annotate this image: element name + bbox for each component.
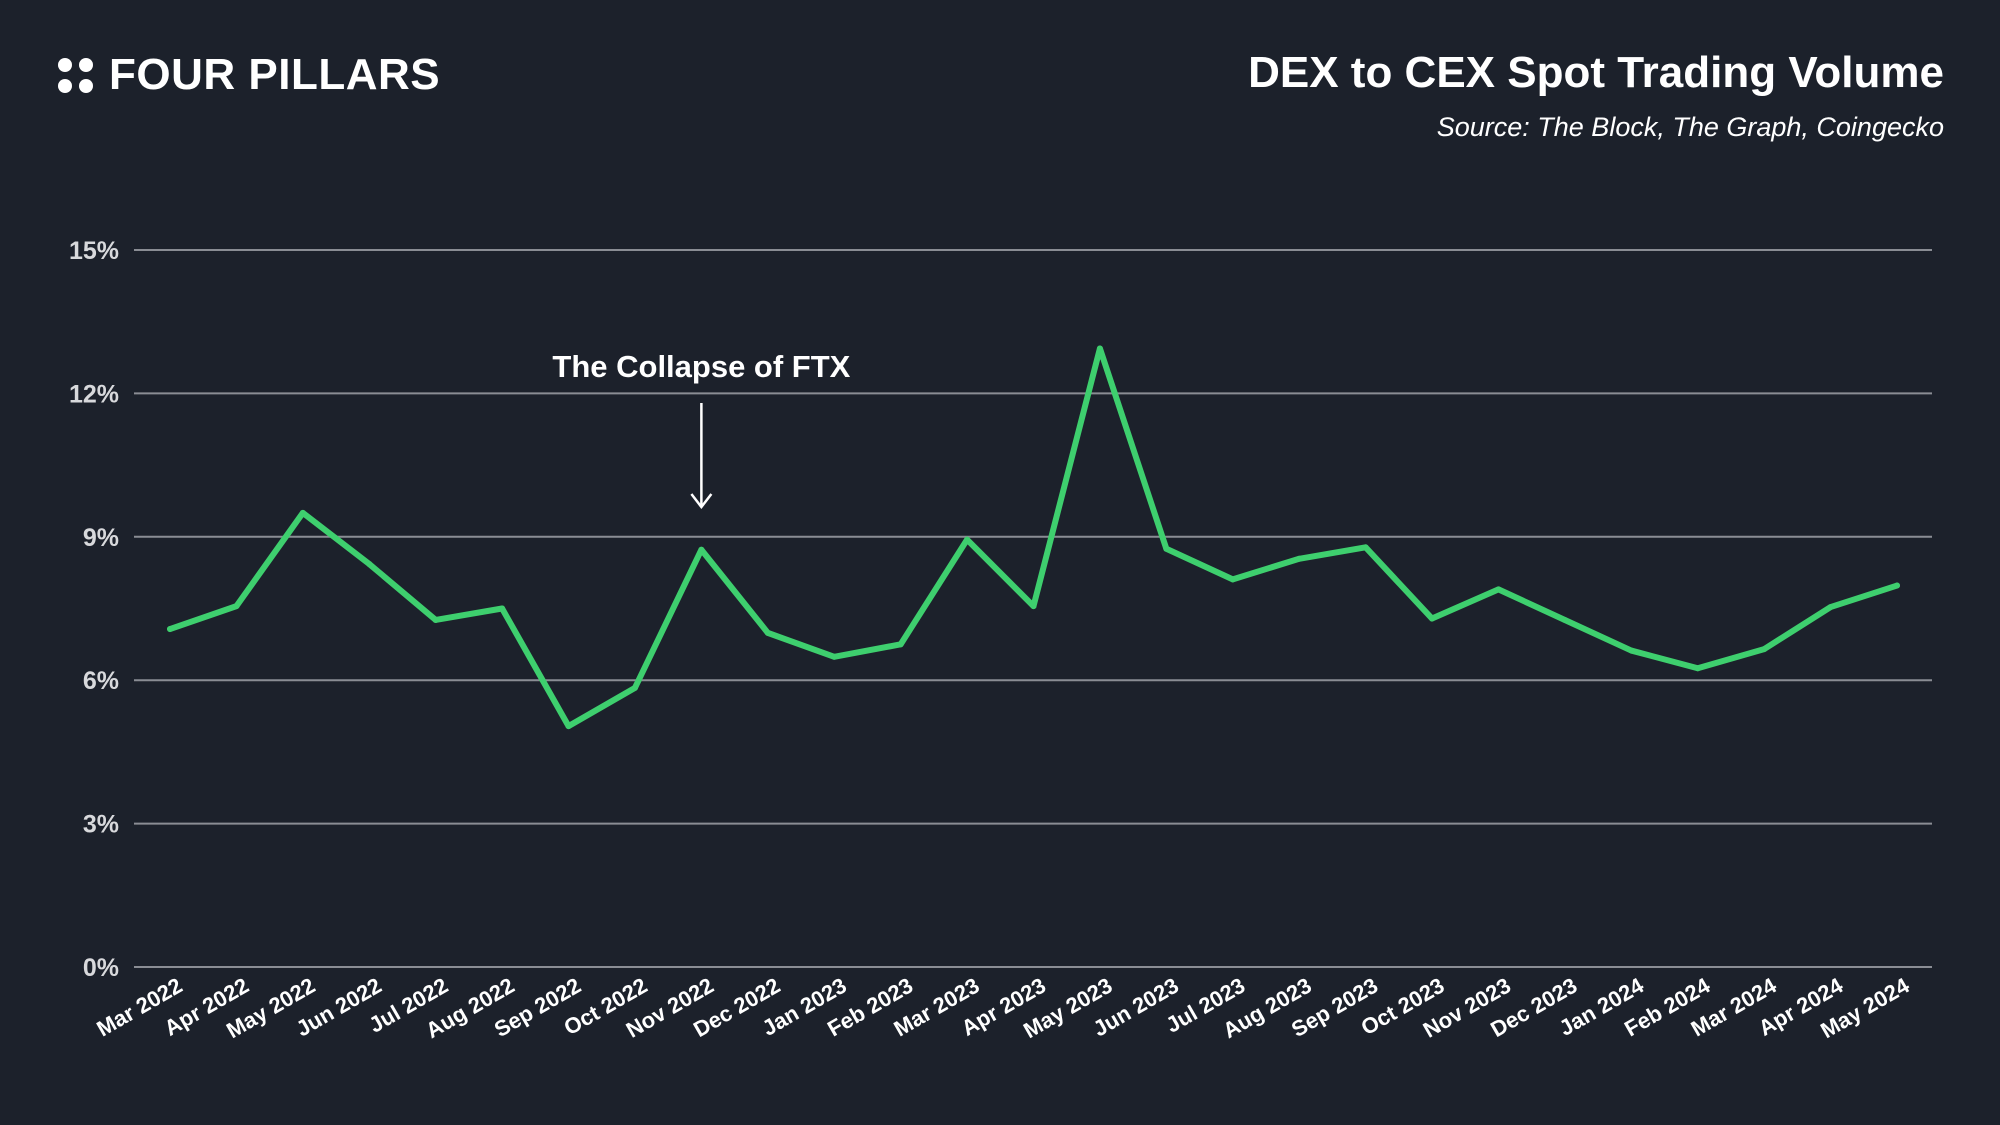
- data-point: [1761, 646, 1768, 653]
- data-point: [831, 653, 838, 660]
- logo-dots-icon: [58, 57, 93, 93]
- data-point: [1694, 665, 1701, 672]
- y-tick-label: 3%: [83, 811, 119, 839]
- data-point: [1096, 345, 1103, 352]
- data-point: [299, 509, 306, 516]
- y-tick-label: 15%: [69, 237, 119, 265]
- chart-title: DEX to CEX Spot Trading Volume: [1248, 48, 1944, 97]
- data-point: [1429, 615, 1436, 622]
- data-point: [1229, 576, 1236, 583]
- data-point: [1894, 582, 1900, 589]
- data-point: [233, 603, 240, 610]
- data-point: [897, 641, 904, 648]
- data-point: [565, 723, 572, 730]
- data-point: [1362, 544, 1369, 551]
- data-point: [698, 546, 705, 553]
- data-point: [1296, 555, 1303, 562]
- data-point: [631, 684, 638, 691]
- chart-source: Source: The Block, The Graph, Coingecko: [1436, 112, 1944, 142]
- data-point: [366, 561, 373, 568]
- data-point: [964, 536, 971, 543]
- data-point: [1030, 603, 1037, 610]
- brand-name: FOUR PILLARS: [109, 50, 441, 99]
- data-point: [1561, 616, 1568, 623]
- data-point: [432, 616, 439, 623]
- annotation-label: The Collapse of FTX: [552, 349, 850, 384]
- y-tick-label: 12%: [69, 380, 119, 408]
- y-tick-label: 0%: [83, 954, 119, 982]
- data-point: [1163, 545, 1170, 552]
- brand-logo: FOUR PILLARS: [58, 50, 440, 100]
- data-point: [1495, 586, 1502, 593]
- data-point: [1827, 604, 1834, 611]
- annotation-arrowhead-icon: [690, 493, 713, 510]
- y-tick-label: 9%: [83, 524, 119, 552]
- data-point: [167, 626, 173, 633]
- y-tick-label: 6%: [83, 667, 119, 695]
- data-point: [764, 629, 771, 636]
- data-point: [499, 605, 506, 612]
- data-point: [1628, 647, 1635, 654]
